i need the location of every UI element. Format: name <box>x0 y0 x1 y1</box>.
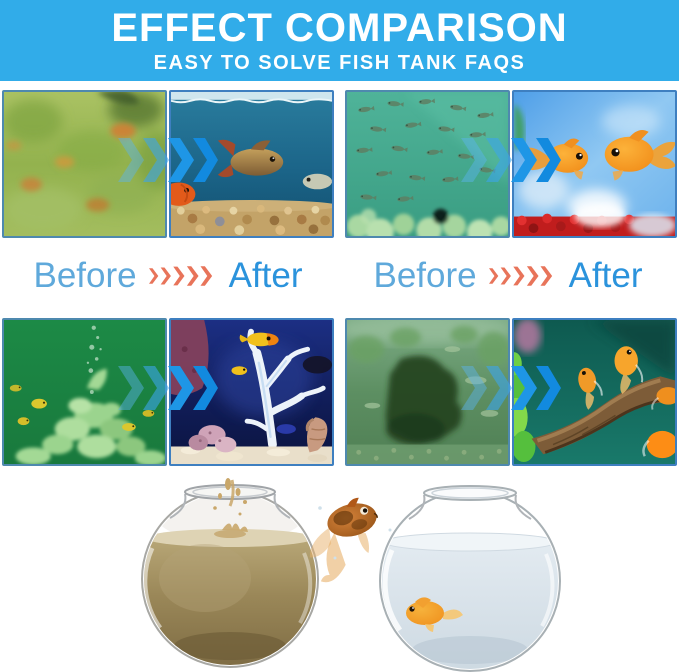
orange-fish <box>171 182 196 206</box>
goldfish-group <box>578 346 675 459</box>
after-label: After <box>568 256 643 295</box>
goldfish-large <box>604 129 675 181</box>
clear-tank-photo <box>171 92 332 236</box>
white-coral-tank-photo <box>171 320 332 464</box>
fish-school <box>356 98 496 202</box>
bubbles <box>86 325 102 394</box>
before-after-label-row-right: Before After <box>340 240 676 312</box>
before-after-label-row-left: Before After <box>0 240 336 312</box>
before-photo <box>2 318 167 466</box>
fishbowl-comparison-scene <box>141 478 561 672</box>
orange-chevrons-icon <box>488 266 552 286</box>
goldfish-driftwood-photo <box>514 320 675 464</box>
before-photo <box>345 318 510 466</box>
dark-rock-mass <box>385 355 462 445</box>
comparison-pair-top-right <box>345 90 677 238</box>
blue-fish <box>276 424 296 434</box>
comparison-pair-bottom-right <box>345 318 677 466</box>
after-photo <box>169 90 334 238</box>
yellow-fish-small <box>231 366 248 375</box>
before-photo <box>2 90 167 238</box>
after-photo <box>512 318 677 466</box>
after-label: After <box>228 256 303 295</box>
goldfish-pair-photo <box>514 92 675 236</box>
page-title: EFFECT COMPARISON <box>111 5 568 50</box>
silver-fish <box>302 173 332 190</box>
water-splash <box>213 478 248 538</box>
green-coral-tank-photo <box>4 320 165 464</box>
yellow-fish-group <box>9 384 155 431</box>
driftwood-log <box>531 376 675 455</box>
dirty-fishbowl <box>141 478 319 668</box>
algae-tank-photo <box>4 92 165 236</box>
after-photo <box>169 318 334 466</box>
header-banner: EFFECT COMPARISON EASY TO SOLVE FISH TAN… <box>0 0 679 81</box>
jumping-goldfish <box>309 497 392 583</box>
before-photo <box>345 90 510 238</box>
comparison-pair-bottom-left <box>2 318 334 466</box>
dark-fish <box>302 356 332 374</box>
pink-coral <box>188 425 237 453</box>
comparison-pair-top-left <box>2 90 334 238</box>
before-label: Before <box>373 256 477 295</box>
bronze-fish <box>217 139 284 178</box>
purple-rock <box>171 320 209 396</box>
goldfish-in-bowl <box>406 597 463 632</box>
orange-chevrons-icon <box>148 266 212 286</box>
before-label: Before <box>33 256 137 295</box>
amphora-ornament <box>305 417 328 453</box>
yellow-fish-top <box>239 332 279 347</box>
green-water-school-photo <box>347 92 508 236</box>
clean-fishbowl <box>379 485 561 672</box>
coral-cluster <box>15 368 165 464</box>
murky-driftwood-photo <box>347 320 508 464</box>
pale-fish-silhouettes <box>364 346 499 417</box>
after-photo <box>512 90 677 238</box>
page-subtitle: EASY TO SOLVE FISH TANK FAQS <box>153 51 526 74</box>
